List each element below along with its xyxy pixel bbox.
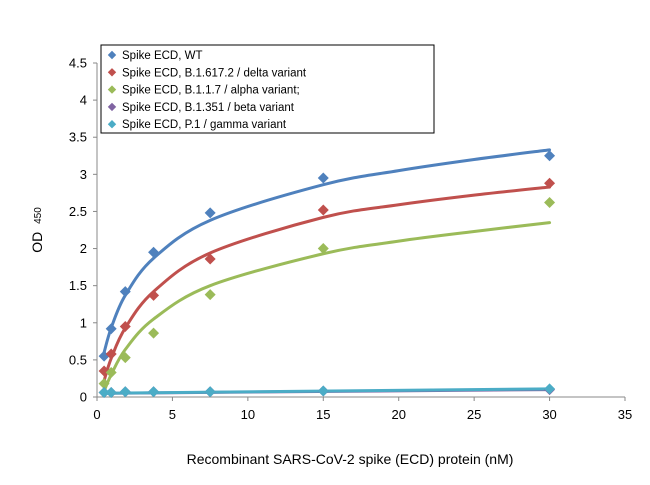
legend-marker-spike-ecd-b-1-617-2-delta-variant [107, 68, 117, 77]
y-tick-label: 4 [80, 93, 87, 108]
x-tick-label: 20 [391, 407, 405, 422]
data-point-spike-ecd-b-1-617-2-delta-variant [98, 365, 110, 377]
legend-label-spike-ecd-b-1-1-7-alpha-variant: Spike ECD, B.1.1.7 / alpha variant; [122, 85, 300, 97]
data-point-spike-ecd-wt [105, 323, 117, 335]
x-tick-label: 25 [467, 407, 481, 422]
legend: Spike ECD, WT Spike ECD, B.1.617.2 / delt… [100, 44, 435, 134]
data-point-spike-ecd-b-1-1-7-alpha-variant [544, 197, 556, 209]
legend-marker-spike-ecd-b-1-1-7-alpha-variant [107, 85, 117, 94]
data-point-spike-ecd-wt [317, 172, 329, 184]
legend-label-spike-ecd-b-1-617-2-delta-variant: Spike ECD, B.1.617.2 / delta variant [122, 67, 307, 79]
fit-line-spike-ecd-b-1-1-7-alpha-variant [102, 221, 552, 393]
y-tick-label: 4.5 [69, 56, 87, 71]
y-axis-label-main: OD [29, 232, 45, 253]
y-tick-label: 1.5 [69, 278, 87, 293]
data-point-spike-ecd-b-1-617-2-delta-variant [119, 320, 131, 332]
data-point-spike-ecd-p-1-gamma-variant [544, 383, 556, 395]
data-point-spike-ecd-p-1-gamma-variant [119, 386, 131, 398]
legend-label-spike-ecd-p-1-gamma-variant: Spike ECD, P.1 / gamma variant [122, 119, 287, 131]
y-tick-label: 0 [80, 390, 87, 405]
x-tick-label: 15 [316, 407, 330, 422]
y-tick-label: 0.5 [69, 352, 87, 367]
y-axis-label: OD 450 [29, 207, 45, 253]
x-tick-label: 0 [93, 407, 100, 422]
data-point-spike-ecd-b-1-617-2-delta-variant [317, 204, 329, 216]
y-tick-label: 3.5 [69, 130, 87, 145]
y-axis-label-sub: 450 [33, 207, 44, 224]
x-axis: 0 5 10 15 20 25 30 35 [93, 396, 632, 422]
data-point-spike-ecd-wt [204, 207, 216, 219]
fit-line-spike-ecd-b-1-617-2-delta-variant [102, 185, 552, 383]
legend-label-spike-ecd-wt: Spike ECD, WT [122, 50, 203, 62]
legend-box [100, 44, 435, 134]
data-point-spike-ecd-wt [148, 246, 160, 258]
y-axis: 0 0.5 1 1.5 2 2.5 3 3.5 4 4.5 [69, 56, 98, 405]
data-point-spike-ecd-p-1-gamma-variant [98, 387, 110, 399]
data-point-spike-ecd-b-1-617-2-delta-variant [204, 253, 216, 265]
x-tick-label: 35 [618, 407, 632, 422]
data-point-spike-ecd-b-1-617-2-delta-variant [148, 289, 160, 301]
data-point-spike-ecd-b-1-1-7-alpha-variant [105, 367, 117, 379]
data-point-spike-ecd-b-1-1-7-alpha-variant [317, 243, 329, 255]
y-tick-label: 2 [80, 241, 87, 256]
y-tick-label: 3 [80, 167, 87, 182]
legend-marker-spike-ecd-b-1-351-beta-variant [107, 102, 117, 112]
data-points [98, 150, 556, 399]
legend-marker-spike-ecd-p-1-gamma-variant [107, 120, 117, 129]
x-tick-label: 30 [542, 407, 556, 422]
legend-label-spike-ecd-b-1-351-beta-variant: Spike ECD, B.1.351 / beta variant [122, 102, 295, 114]
data-point-spike-ecd-wt [119, 286, 131, 298]
data-point-spike-ecd-b-1-1-7-alpha-variant [98, 378, 110, 390]
data-point-spike-ecd-p-1-gamma-variant [148, 386, 160, 398]
x-axis-label: Recombinant SARS-CoV-2 spike (ECD) prote… [187, 451, 514, 467]
x-tick-label: 5 [169, 407, 176, 422]
data-point-spike-ecd-p-1-gamma-variant [105, 387, 117, 399]
y-tick-label: 2.5 [69, 204, 87, 219]
fit-line-spike-ecd-wt [102, 148, 552, 354]
data-point-spike-ecd-p-1-gamma-variant [317, 385, 329, 397]
data-point-spike-ecd-b-1-617-2-delta-variant [544, 177, 556, 189]
data-point-spike-ecd-wt [544, 150, 556, 162]
data-point-spike-ecd-b-1-1-7-alpha-variant [148, 327, 160, 339]
data-point-spike-ecd-b-1-1-7-alpha-variant [204, 289, 216, 301]
data-point-spike-ecd-b-1-1-7-alpha-variant [119, 352, 131, 364]
data-point-spike-ecd-b-1-617-2-delta-variant [105, 348, 117, 360]
x-tick-label: 10 [241, 407, 255, 422]
fit-lines [102, 148, 552, 395]
y-tick-label: 1 [80, 315, 87, 330]
data-point-spike-ecd-p-1-gamma-variant [204, 386, 216, 398]
legend-marker-spike-ecd-wt [107, 50, 117, 60]
